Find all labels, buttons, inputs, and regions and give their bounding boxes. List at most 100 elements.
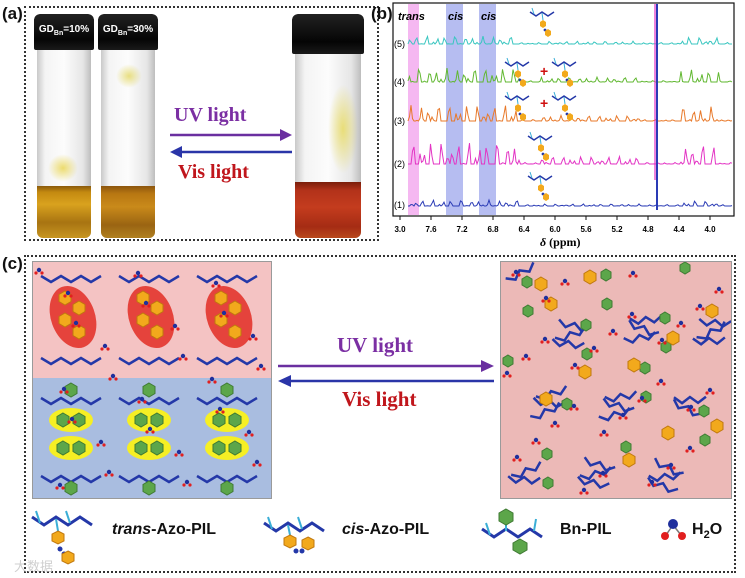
polymer-chain: [118, 396, 180, 406]
nmr-spectra: trans cis cis (5) (4) (3) (2) (1) 3.0 7.6…: [392, 2, 735, 249]
x-tick-label: 6.8: [487, 225, 499, 234]
x-tick-label: 4.4: [673, 225, 685, 234]
panel-a: GDBn=10% GDBn=30% UV light Vis light: [24, 6, 379, 241]
legend-bn-pil: Bn-PIL: [560, 521, 612, 538]
azobenzene-ring: [666, 330, 680, 346]
polymer-chain: [628, 319, 660, 337]
benzyl-ring: [521, 275, 533, 289]
azobenzene-ring: [214, 290, 228, 306]
water-molecule: [244, 429, 254, 437]
benzyl-ring: [134, 412, 148, 428]
polymer-chain: [672, 398, 703, 417]
water-molecule: [618, 412, 628, 420]
polymer-chain: [692, 336, 726, 346]
disordered-mixture: [502, 262, 731, 495]
polymer-chain: [505, 262, 535, 281]
water-molecule: [174, 449, 184, 457]
x-axis-label: δ (ppm): [540, 235, 581, 249]
benzyl-ring: [220, 480, 234, 496]
vial-gd30: GDBn=30%: [98, 14, 158, 238]
polymer-chain: [698, 317, 731, 329]
azobenzene-ring: [534, 276, 548, 292]
water-molecule: [714, 286, 724, 294]
benzyl-ring: [522, 304, 534, 318]
nmr-trace: [408, 143, 733, 166]
azobenzene-ring: [228, 324, 242, 340]
spectrum-label: (2): [394, 159, 405, 169]
water-molecule: [141, 300, 151, 308]
x-tick-label: 3.0: [394, 225, 406, 234]
benzyl-ring: [134, 440, 148, 456]
water-molecule: [34, 267, 44, 275]
uv-light-label-c: UV light: [337, 333, 414, 357]
yellow-residue: [116, 64, 142, 88]
spectrum-label: (3): [394, 116, 405, 126]
nmr-trace: [407, 67, 733, 84]
water-molecule: [695, 303, 705, 311]
benzyl-ring: [72, 412, 86, 428]
panel-b-label: (b): [371, 4, 393, 23]
vis-light-label: Vis light: [178, 161, 249, 183]
water-molecule: [100, 343, 110, 351]
water-molecule: [637, 395, 647, 403]
trans-azo-pil-icon: [31, 510, 93, 565]
polymer-chain: [604, 390, 638, 403]
water-molecule: [657, 337, 667, 345]
vial-liquid: [295, 182, 361, 238]
vis-light-label-c: Vis light: [342, 387, 417, 411]
polymer-chain: [623, 331, 657, 345]
benzyl-ring: [212, 412, 226, 428]
region-label-trans: trans: [398, 11, 425, 23]
spectrum-label: (1): [394, 200, 405, 210]
benzyl-ring: [580, 318, 592, 332]
x-tick-label: 7.2: [456, 225, 468, 234]
cis-azo-pil-icon: [263, 516, 325, 554]
benzyl-ring: [150, 412, 164, 428]
x-tick-label: 6.0: [549, 225, 561, 234]
polymer-chain: [696, 321, 726, 340]
polymer-chain: [196, 274, 258, 284]
reversible-arrows-c: [278, 360, 494, 387]
benzyl-ring: [502, 354, 514, 368]
azobenzene-ring: [539, 391, 553, 407]
water-molecule: [108, 373, 118, 381]
x-tick-label: 5.2: [611, 225, 623, 234]
cis-region-shade: [479, 4, 496, 215]
azo-molecule: [504, 91, 530, 121]
water-molecule: [579, 487, 589, 495]
azobenzene-ring: [228, 300, 242, 316]
water-molecule: [569, 403, 579, 411]
x-ticks: 3.0 7.6 7.2 6.8 6.4 6.0 5.6 5.2 4.8 4.4 4.0: [394, 216, 716, 234]
azo-molecule: [551, 57, 577, 87]
benzyl-ring: [620, 440, 632, 454]
plot-frame: [392, 2, 735, 217]
benzyl-ring: [639, 361, 651, 375]
water-molecule: [676, 320, 686, 328]
benzyl-ring: [64, 480, 78, 496]
azobenzene-ring: [136, 312, 150, 328]
water-molecule: [511, 269, 521, 277]
polymer-chain: [598, 406, 631, 422]
benzyl-ring: [72, 440, 86, 456]
cis-region-shade: [446, 4, 463, 215]
trans-aggregate: [127, 286, 175, 348]
bn-aggregate: [49, 436, 93, 460]
polymer-chain: [196, 396, 258, 406]
water-molecule: [502, 370, 512, 378]
panel-c-label: (c): [2, 254, 23, 273]
x-tick-label: 4.8: [642, 225, 654, 234]
water-molecule: [219, 310, 229, 318]
trans-aggregate: [205, 286, 253, 348]
azo-molecule: [527, 171, 553, 201]
trans-region-shade: [408, 4, 419, 215]
vial-cap: [292, 14, 364, 54]
region-label-cis: cis: [481, 11, 496, 23]
benzyl-ring: [699, 433, 711, 447]
benzyl-ring: [679, 262, 691, 275]
watermark: 大数据: [14, 560, 54, 575]
polymer-chain: [40, 356, 102, 366]
water-molecule: [71, 320, 81, 328]
bn-pil-icon: [481, 508, 543, 555]
water-molecule: [104, 469, 114, 477]
azobenzene-ring: [705, 303, 719, 319]
